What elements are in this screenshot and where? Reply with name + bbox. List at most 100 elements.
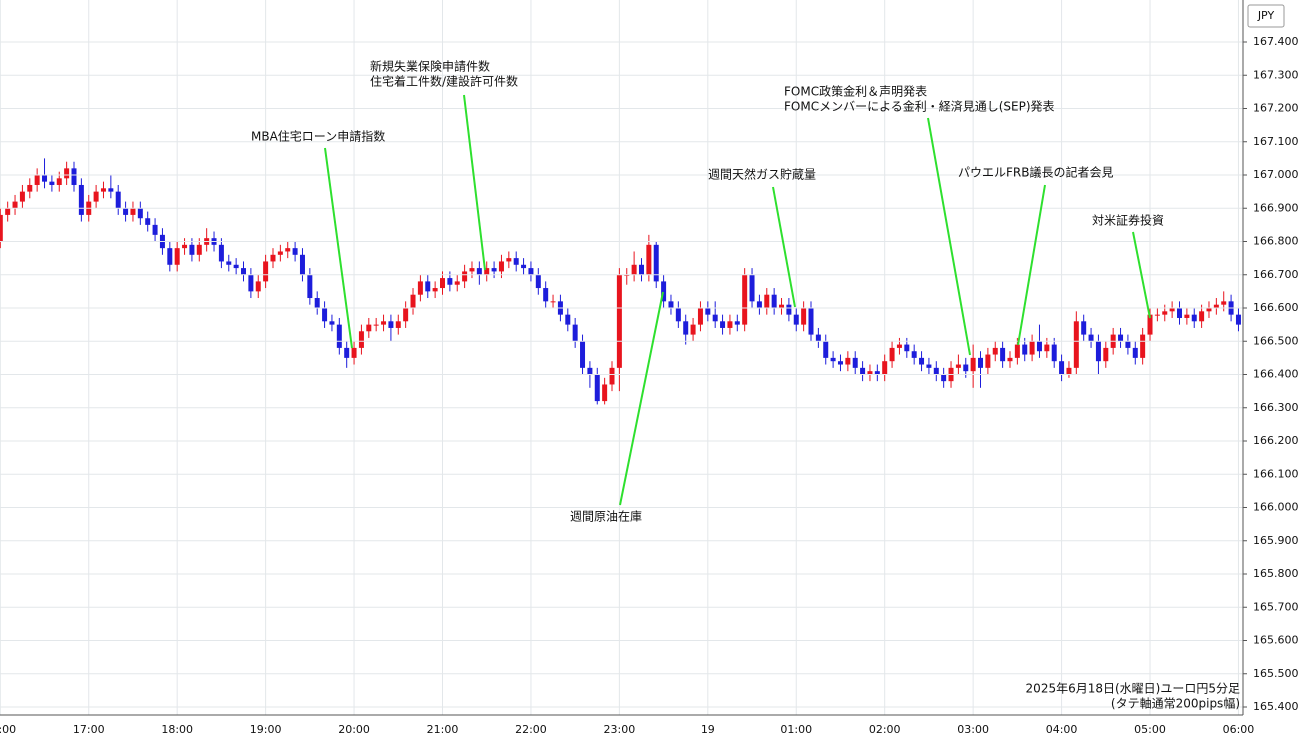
candle-body: [675, 308, 681, 322]
candle-body: [683, 321, 689, 335]
caption: (タテ軸通常200pips幅): [1111, 696, 1240, 711]
candle-body: [742, 274, 748, 325]
candle-body: [299, 254, 305, 275]
candle-body: [808, 308, 814, 335]
x-tick-label: 21:00: [427, 723, 459, 736]
candle-body: [1066, 367, 1072, 375]
candle-body: [874, 371, 880, 375]
candle-body: [1169, 308, 1175, 312]
candle-body: [130, 208, 136, 215]
candle-body: [366, 324, 372, 332]
y-tick-label: 166.500: [1253, 334, 1299, 347]
candle-body: [1235, 314, 1241, 325]
candle-body: [447, 278, 453, 285]
candle-body: [779, 304, 785, 308]
candle-body: [985, 354, 991, 368]
x-tick-label: 05:00: [1134, 723, 1166, 736]
candle-body: [395, 321, 401, 328]
candle-body: [904, 344, 910, 352]
candle-body: [697, 308, 703, 325]
y-tick-label: 167.300: [1253, 68, 1299, 81]
y-tick-label: 166.700: [1253, 268, 1299, 281]
candle-body: [830, 357, 836, 362]
y-tick-label: 166.000: [1253, 501, 1299, 514]
candle-body: [358, 331, 364, 348]
candle-body: [167, 248, 173, 265]
candle-body: [933, 367, 939, 375]
candle-body: [587, 367, 593, 375]
candle-body: [469, 268, 475, 272]
candle-body: [0, 214, 3, 242]
candle-body: [329, 321, 335, 325]
candle-body: [978, 357, 984, 368]
y-tick-label: 167.000: [1253, 168, 1299, 181]
y-tick-label: 165.400: [1253, 700, 1299, 713]
candle-body: [756, 301, 762, 308]
candle-body: [1118, 334, 1124, 342]
candle-body: [727, 321, 733, 328]
annotation-line: [619, 291, 664, 506]
annotation-text: 週間原油在庫: [570, 510, 642, 524]
candle-body: [248, 274, 254, 292]
candle-body: [403, 308, 409, 322]
candle-body: [815, 334, 821, 342]
y-tick-label: 166.600: [1253, 301, 1299, 314]
x-tick-label: 19: [701, 723, 715, 736]
candle-body: [1036, 341, 1042, 352]
annotation-line: [772, 186, 796, 308]
x-tick-label: 19:00: [250, 723, 282, 736]
candle-body: [1140, 334, 1146, 358]
candle-body: [1177, 308, 1182, 318]
candle-body: [263, 261, 269, 282]
candle-body: [896, 344, 902, 348]
annotation-text: 新規失業保険申請件数: [370, 59, 490, 74]
candle-body: [226, 261, 232, 265]
candle-body: [992, 347, 998, 355]
candle-body: [1184, 314, 1190, 318]
y-tick-label: 165.600: [1253, 634, 1299, 647]
y-tick-label: 165.500: [1253, 667, 1299, 680]
candle-body: [837, 361, 843, 365]
candle-body: [823, 341, 829, 358]
candle-body: [145, 218, 151, 225]
candle-body: [572, 324, 578, 342]
candle-body: [513, 258, 519, 265]
x-tick-label: 17:00: [73, 723, 105, 736]
annotation-line: [463, 94, 486, 271]
candle-body: [336, 324, 342, 348]
annotation-line: [927, 117, 971, 356]
candle-body: [388, 321, 394, 328]
candle-body: [712, 314, 718, 322]
y-tick-label: 167.400: [1253, 35, 1299, 48]
annotation-text: パウエルFRB議長の記者会見: [958, 165, 1113, 180]
candle-body: [771, 294, 777, 308]
candle-body: [292, 248, 298, 255]
candle-body: [1221, 301, 1227, 305]
candle-body: [56, 178, 62, 185]
annotation-text: 対米証券投資: [1092, 213, 1164, 228]
candle-body: [1044, 344, 1050, 352]
candle-body: [911, 351, 917, 358]
candle-body: [506, 258, 512, 262]
candle-body: [498, 261, 504, 272]
candle-body: [1081, 321, 1087, 335]
x-tick-label: 23:00: [604, 723, 636, 736]
candle-body: [322, 308, 328, 322]
candle-body: [93, 191, 99, 202]
x-tick-label: 18:00: [161, 723, 193, 736]
candle-body: [919, 357, 925, 365]
candle-body: [5, 208, 11, 215]
candle-body: [941, 374, 947, 382]
x-tick-label: 16:00: [0, 723, 16, 736]
candle-body: [734, 321, 740, 325]
candle-body: [12, 201, 18, 209]
candle-body: [690, 324, 696, 335]
candle-body: [1191, 314, 1197, 322]
candle-body: [307, 274, 313, 299]
candle-body: [137, 208, 143, 219]
candle-body: [100, 188, 106, 192]
candle-body: [1213, 304, 1219, 308]
candle-body: [49, 181, 55, 185]
candle-body: [108, 188, 114, 192]
